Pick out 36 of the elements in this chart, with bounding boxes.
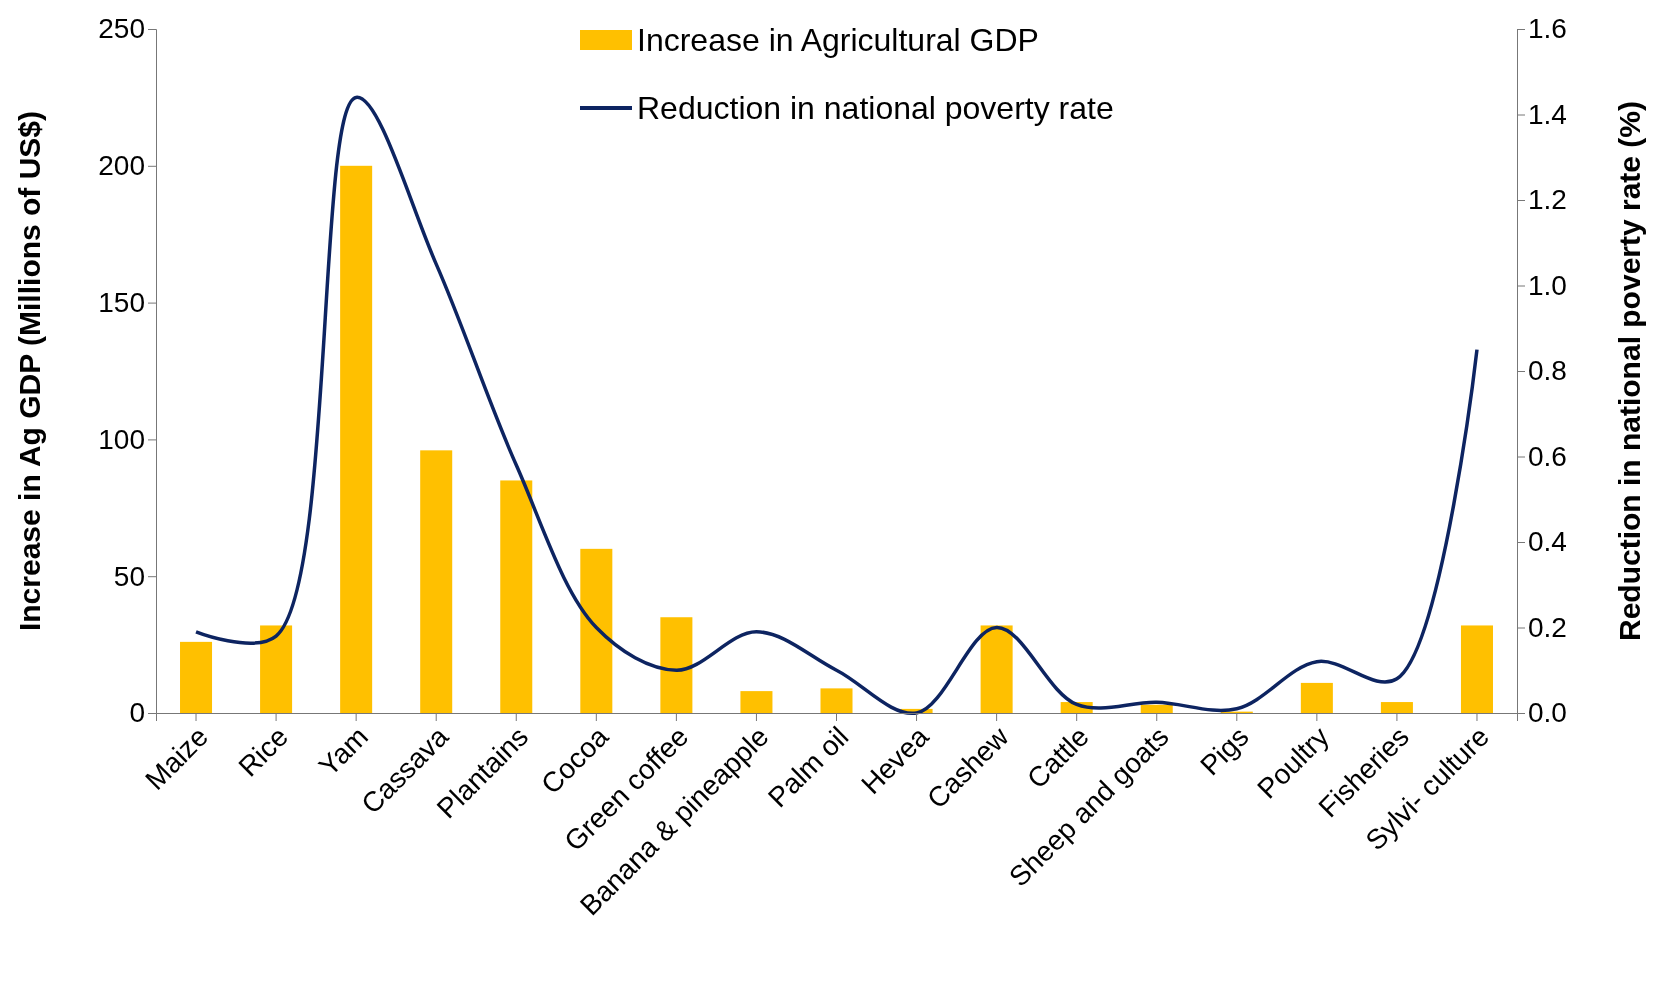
y2-tick-label: 0.8 xyxy=(1528,355,1567,387)
bar xyxy=(260,625,293,713)
y2-axis-title: Reduction in national poverty rate (%) xyxy=(1613,100,1646,642)
bar xyxy=(980,625,1013,713)
legend-label: Increase in Agricultural GDP xyxy=(637,22,1039,59)
x-tick-label: Rice xyxy=(232,720,295,783)
y2-tick-label: 1.6 xyxy=(1528,13,1567,45)
y2-tick-label: 0.6 xyxy=(1528,440,1567,472)
y-axis-title: Increase in Ag GDP (Millions of US$) xyxy=(13,110,46,632)
legend-label: Reduction in national poverty rate xyxy=(637,90,1114,127)
y2-tick-label: 1.2 xyxy=(1528,184,1567,216)
bar xyxy=(1300,682,1333,713)
y2-tick-label: 1.4 xyxy=(1528,98,1567,130)
bar xyxy=(180,641,213,713)
bar xyxy=(1140,704,1173,713)
bar xyxy=(660,617,693,713)
bar xyxy=(740,691,773,713)
y-tick-label: 200 xyxy=(98,150,145,182)
bar xyxy=(1380,702,1413,713)
bar xyxy=(500,480,533,713)
y-tick-label: 50 xyxy=(113,560,145,592)
bar xyxy=(820,688,853,713)
bar xyxy=(340,165,373,713)
x-tick-label: Pigs xyxy=(1194,720,1255,782)
line-series xyxy=(194,95,1479,716)
y-tick-label: 150 xyxy=(98,287,145,319)
y-tick-label: 0 xyxy=(129,697,145,729)
y-tick-label: 250 xyxy=(98,13,145,45)
bar xyxy=(580,548,613,713)
y2-tick-label: 1.0 xyxy=(1528,269,1567,301)
y2-tick-label: 0.4 xyxy=(1528,526,1567,558)
bar xyxy=(1460,625,1493,713)
bar xyxy=(420,450,453,713)
y-tick-label: 100 xyxy=(98,423,145,455)
y2-tick-label: 0.2 xyxy=(1528,611,1567,643)
y2-tick-label: 0.0 xyxy=(1528,697,1567,729)
